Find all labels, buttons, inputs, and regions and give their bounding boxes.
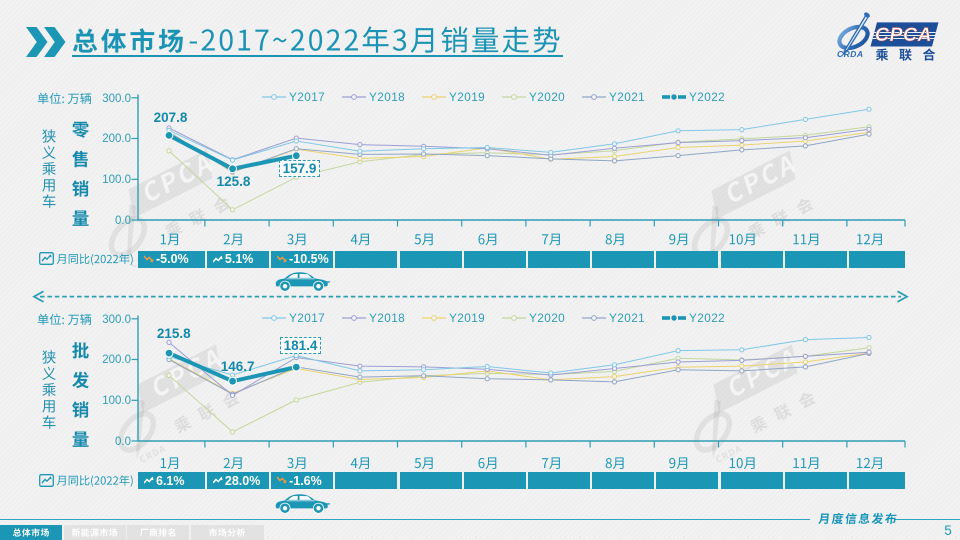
svg-text:CPCA: CPCA: [875, 24, 932, 46]
svg-text:CRDA: CRDA: [837, 49, 864, 59]
